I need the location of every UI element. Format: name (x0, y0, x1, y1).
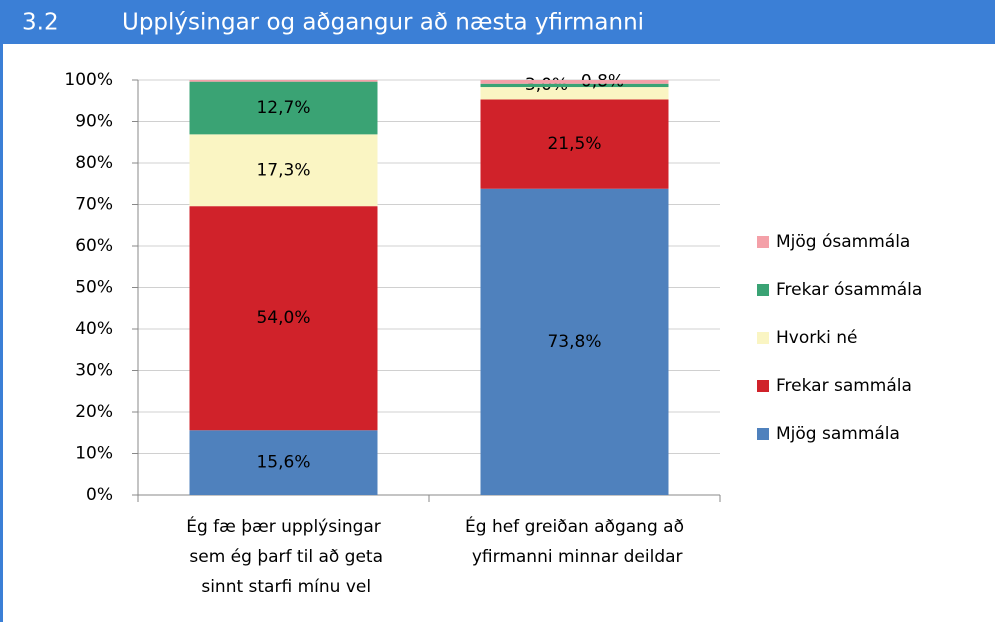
bar-segment (189, 206, 378, 431)
section-number: 3.2 (22, 10, 59, 36)
bar-segment (189, 134, 378, 207)
legend-swatch (757, 380, 769, 392)
data-label: 12,7% (256, 98, 310, 118)
x-tick-label: Ég fæ þær upplýsingar sem ég þarf til að… (184, 515, 383, 597)
data-label: 21,5% (547, 134, 601, 154)
legend-label: Frekar sammála (776, 376, 912, 396)
y-tick-label: 70% (75, 195, 113, 215)
y-tick-label: 90% (75, 112, 113, 132)
legend-label: Hvorki né (776, 328, 857, 348)
bar-segment (480, 80, 669, 84)
y-tick-label: 60% (75, 236, 113, 256)
legend-label: Frekar ósammála (776, 280, 922, 300)
legend-label: Mjög ósammála (776, 232, 910, 252)
bar-segment (189, 430, 378, 495)
bar-segment (480, 99, 669, 189)
data-label: 54,0% (256, 308, 310, 328)
y-tick-label: 50% (75, 278, 113, 298)
legend-swatch (757, 284, 769, 296)
data-label: 17,3% (256, 160, 310, 180)
y-tick-label: 10% (75, 444, 113, 464)
bar-segment (189, 80, 378, 82)
y-tick-label: 30% (75, 361, 113, 381)
bar-segment (480, 87, 669, 100)
legend-swatch (757, 332, 769, 344)
y-tick-label: 80% (75, 153, 113, 173)
data-label: 15,6% (256, 453, 310, 473)
x-tick-label: Ég hef greiðan aðgang að yfirmanni minna… (465, 515, 684, 567)
bar-segment (480, 83, 669, 88)
header-title: Upplýsingar og aðgangur að næsta yfirman… (122, 10, 644, 36)
legend-label: Mjög sammála (776, 424, 900, 444)
bar-segment (189, 81, 378, 135)
legend-swatch (757, 428, 769, 440)
bar-segment (480, 188, 669, 496)
legend-swatch (757, 236, 769, 248)
y-tick-label: 100% (64, 70, 113, 90)
left-border (0, 44, 3, 622)
y-tick-label: 20% (75, 402, 113, 422)
y-tick-label: 40% (75, 319, 113, 339)
y-tick-label: 0% (86, 485, 113, 505)
header-bar (0, 0, 995, 44)
data-label: 73,8% (547, 332, 601, 352)
